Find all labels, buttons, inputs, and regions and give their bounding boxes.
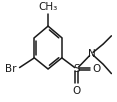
Text: O: O [93,64,101,74]
Text: Br: Br [5,64,16,74]
Text: O: O [73,86,81,96]
Text: CH₃: CH₃ [38,2,58,12]
Text: S: S [73,64,80,74]
Text: N: N [88,49,95,59]
